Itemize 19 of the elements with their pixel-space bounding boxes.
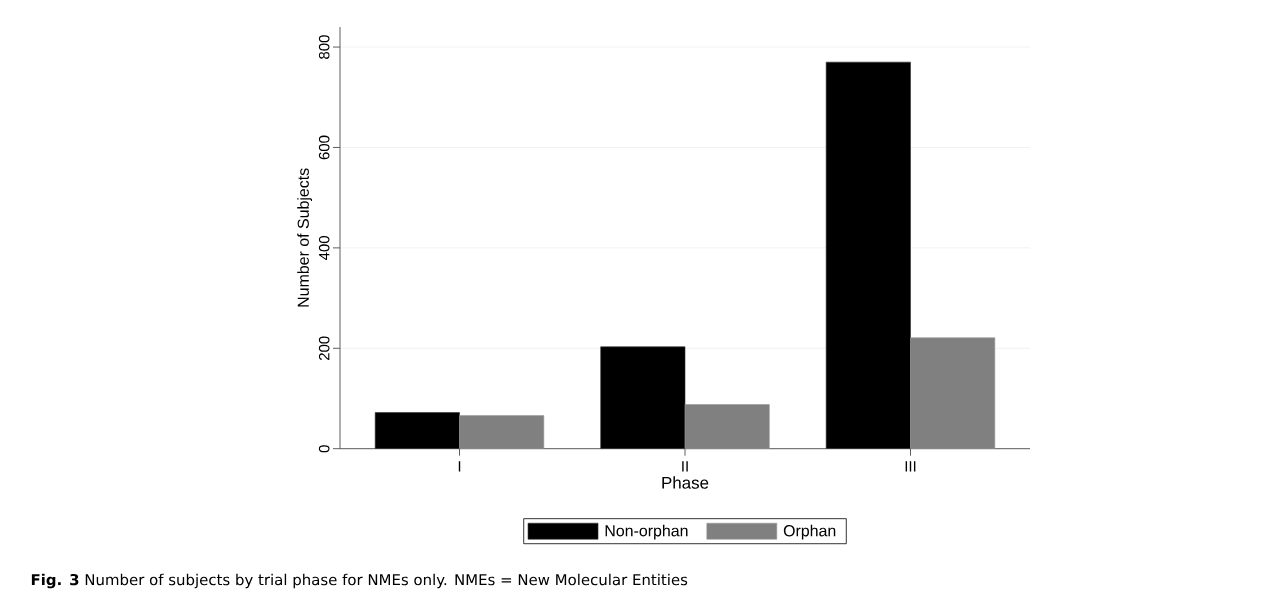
y-tick-label: 600 xyxy=(318,135,330,160)
text: Fig. 3 Number of subjects by trial phase for NMEs only. NMEs = New Molecular Entities xyxy=(31,573,688,589)
bar xyxy=(910,337,996,449)
x-tick-label: II xyxy=(682,461,688,472)
y-tick-label: 400 xyxy=(318,236,330,261)
bar xyxy=(600,346,686,449)
x-axis-title: Phase xyxy=(662,476,709,489)
bar xyxy=(684,404,770,449)
x-tick-label: I xyxy=(458,461,461,472)
y-tick-label: 0 xyxy=(318,445,330,453)
legend-label: Non-orphan xyxy=(605,524,688,540)
y-axis-title: Number of Subjects xyxy=(297,168,313,307)
y-tick-label: 800 xyxy=(318,35,330,59)
y-tick-label: 200 xyxy=(318,336,330,361)
bar xyxy=(374,412,460,449)
legend-label: Orphan xyxy=(783,524,836,540)
bar xyxy=(459,415,545,449)
bar xyxy=(825,61,911,449)
x-tick-label: III xyxy=(905,461,916,472)
